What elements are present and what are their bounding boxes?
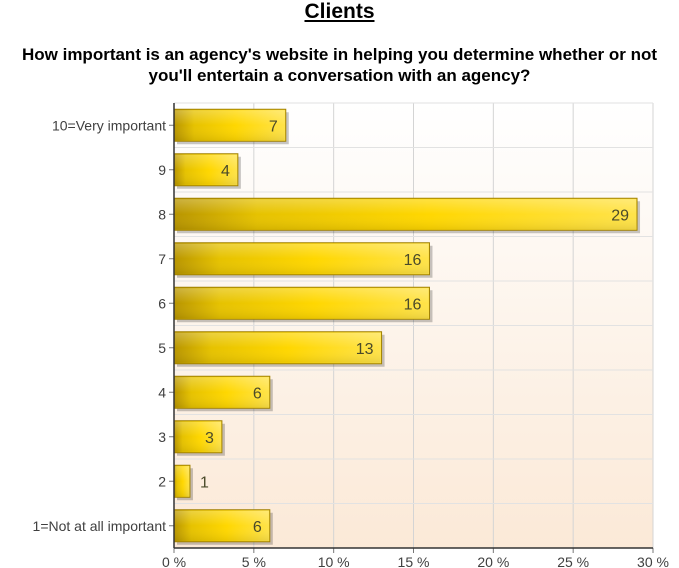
- bar-highlight: [175, 154, 237, 185]
- data-label: 7: [269, 118, 278, 135]
- x-tick-label: 15 %: [398, 554, 430, 568]
- x-tick-label: 25 %: [557, 554, 589, 568]
- bar-highlight: [175, 377, 269, 408]
- y-tick-label: 9: [158, 162, 166, 178]
- bar-highlight: [175, 110, 285, 141]
- bar-highlight: [175, 421, 221, 452]
- bar-highlight: [175, 288, 429, 319]
- axis-labels: 0 % 5 % 10 % 15 % 20 % 25 % 30 % 7 10=Very impor…: [33, 117, 669, 568]
- x-tick-label: 0 %: [162, 554, 186, 568]
- data-label: 4: [221, 163, 230, 180]
- bar-highlight: [175, 243, 429, 274]
- y-tick-label: 6: [158, 295, 166, 311]
- data-label: 13: [356, 341, 374, 358]
- bar-highlight: [175, 510, 269, 541]
- chart-title: How important is an agency's website in …: [21, 45, 658, 85]
- data-label: 6: [253, 519, 262, 536]
- x-tick-label: 5 %: [242, 554, 266, 568]
- bar-highlight: [175, 199, 637, 230]
- bar-highlight: [175, 332, 381, 363]
- y-tick-label: 7: [158, 251, 166, 267]
- x-tick-label: 30 %: [637, 554, 669, 568]
- data-label: 6: [253, 385, 262, 402]
- data-label: 16: [404, 296, 422, 313]
- x-tick-label: 20 %: [477, 554, 509, 568]
- y-tick-label: 4: [158, 384, 166, 400]
- data-label: 1: [200, 474, 209, 491]
- y-tick-label: 3: [158, 429, 166, 445]
- axes: [169, 103, 654, 553]
- grid-lines: [173, 102, 654, 549]
- chart-heading: Clients: [304, 0, 375, 23]
- y-tick-label: 1=Not at all important: [33, 518, 167, 534]
- y-tick-label: 10=Very important: [52, 117, 166, 133]
- data-label: 3: [205, 430, 214, 447]
- bar-series: [173, 108, 641, 545]
- bar-highlight: [175, 466, 189, 497]
- x-tick-label: 10 %: [318, 554, 350, 568]
- data-label: 29: [611, 207, 629, 224]
- y-tick-label: 2: [158, 473, 166, 489]
- data-label: 16: [404, 252, 422, 269]
- y-tick-label: 5: [158, 340, 166, 356]
- y-tick-label: 8: [158, 206, 166, 222]
